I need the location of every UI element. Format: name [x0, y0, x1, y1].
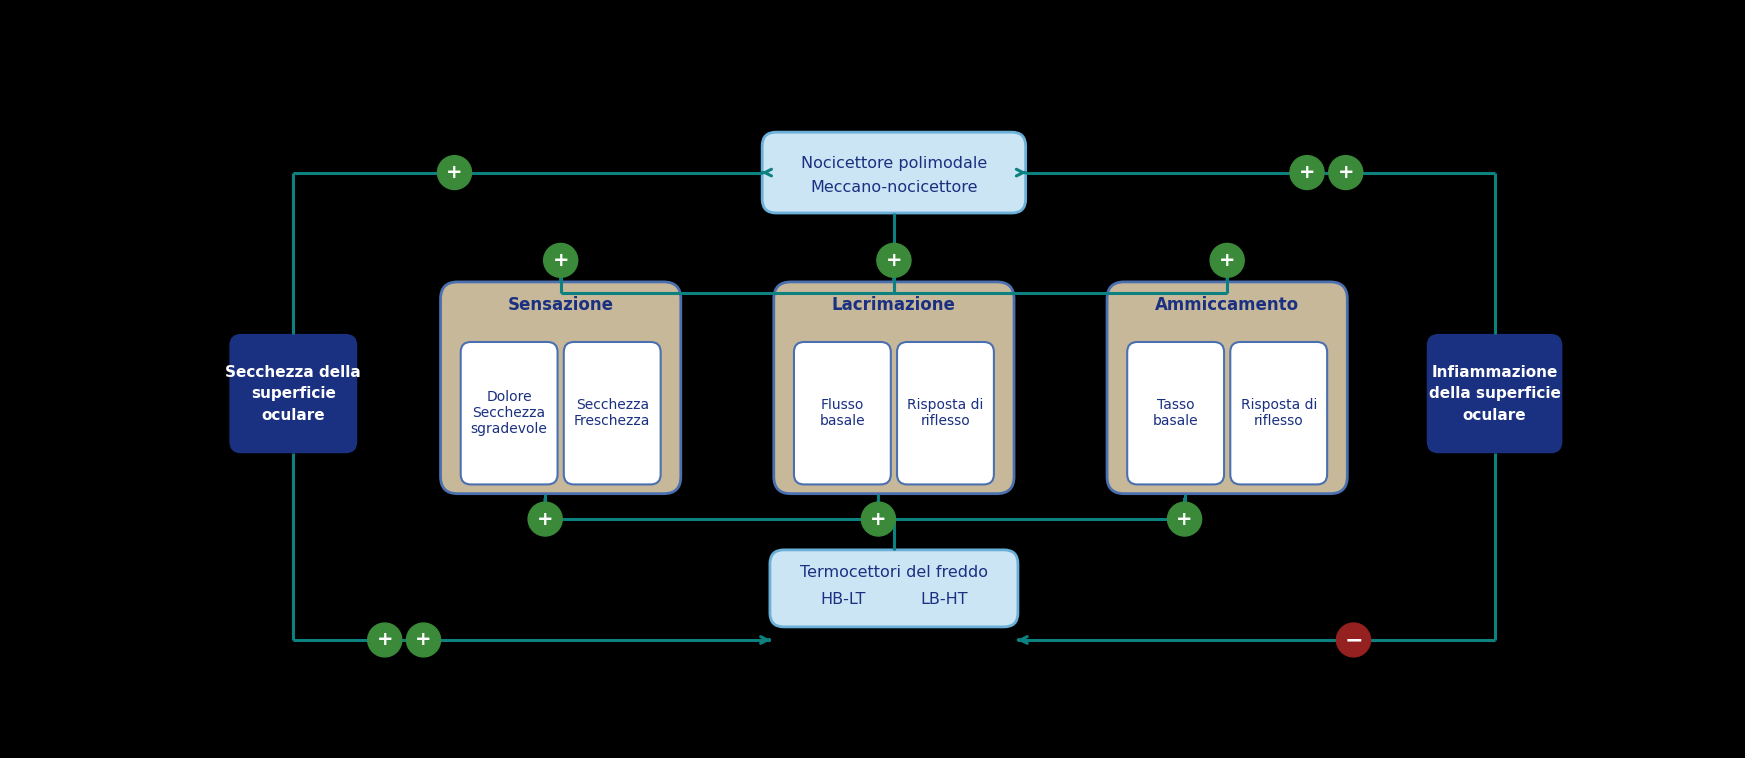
Circle shape [544, 243, 578, 277]
FancyBboxPatch shape [897, 342, 995, 484]
Circle shape [407, 623, 440, 657]
FancyBboxPatch shape [461, 342, 558, 484]
FancyBboxPatch shape [1427, 334, 1562, 453]
FancyBboxPatch shape [440, 282, 681, 493]
Text: Termocettori del freddo: Termocettori del freddo [799, 565, 988, 581]
Text: +: + [1176, 509, 1194, 528]
FancyBboxPatch shape [770, 550, 1017, 627]
Circle shape [1167, 502, 1202, 536]
Text: −: − [1344, 630, 1363, 650]
Text: +: + [1337, 163, 1354, 182]
Text: +: + [537, 509, 553, 528]
Text: +: + [553, 251, 569, 270]
Text: +: + [871, 509, 886, 528]
Text: Nocicettore polimodale: Nocicettore polimodale [801, 156, 988, 171]
Text: Tasso
basale: Tasso basale [1153, 398, 1199, 428]
FancyBboxPatch shape [1127, 342, 1223, 484]
Text: +: + [377, 631, 393, 650]
Circle shape [438, 155, 471, 190]
Text: Dolore
Secchezza
sgradevole: Dolore Secchezza sgradevole [471, 390, 548, 437]
Circle shape [368, 623, 401, 657]
FancyBboxPatch shape [773, 282, 1014, 493]
Circle shape [1290, 155, 1324, 190]
Text: oculare: oculare [1462, 408, 1527, 423]
Text: Lacrimazione: Lacrimazione [832, 296, 956, 314]
Text: superficie: superficie [251, 386, 335, 401]
Text: +: + [1220, 251, 1235, 270]
Text: +: + [886, 251, 902, 270]
Circle shape [529, 502, 562, 536]
Text: Risposta di
riflesso: Risposta di riflesso [1241, 398, 1317, 428]
FancyBboxPatch shape [564, 342, 661, 484]
Text: Flusso
basale: Flusso basale [820, 398, 866, 428]
Text: Sensazione: Sensazione [508, 296, 614, 314]
Text: Secchezza della: Secchezza della [225, 365, 361, 380]
Text: +: + [415, 631, 431, 650]
Circle shape [1209, 243, 1244, 277]
Text: Infiammazione: Infiammazione [1431, 365, 1558, 380]
Text: Ammiccamento: Ammiccamento [1155, 296, 1300, 314]
Circle shape [878, 243, 911, 277]
Text: oculare: oculare [262, 408, 325, 423]
FancyBboxPatch shape [763, 132, 1026, 213]
Text: +: + [447, 163, 462, 182]
Circle shape [1328, 155, 1363, 190]
FancyBboxPatch shape [1106, 282, 1347, 493]
Text: +: + [1298, 163, 1316, 182]
Text: HB-LT: HB-LT [820, 593, 866, 607]
FancyBboxPatch shape [794, 342, 892, 484]
FancyBboxPatch shape [1230, 342, 1328, 484]
Text: Meccano-nocicettore: Meccano-nocicettore [810, 180, 977, 196]
Text: LB-HT: LB-HT [921, 593, 968, 607]
Circle shape [862, 502, 895, 536]
Text: Secchezza
Freschezza: Secchezza Freschezza [574, 398, 651, 428]
FancyBboxPatch shape [229, 334, 358, 453]
Text: della superficie: della superficie [1429, 386, 1560, 401]
Text: Risposta di
riflesso: Risposta di riflesso [907, 398, 984, 428]
Circle shape [1337, 623, 1370, 657]
